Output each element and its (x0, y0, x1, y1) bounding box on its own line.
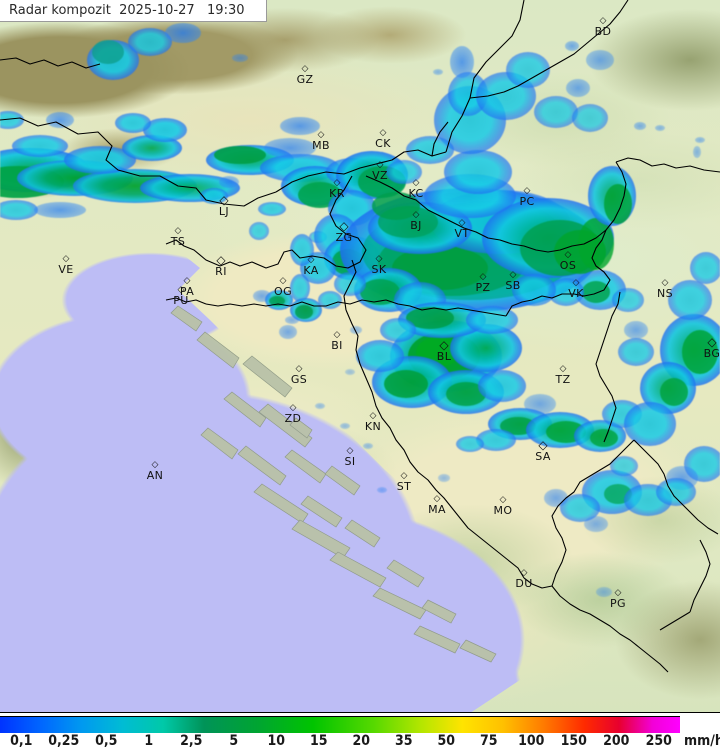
radar-precipitation-layer (0, 23, 720, 597)
legend-tick: 35 (394, 733, 413, 749)
legend-tick: 250 (645, 733, 672, 749)
legend-tick: 150 (560, 733, 587, 749)
legend-tick: 5 (229, 733, 239, 749)
legend: 0,1 0,25 0,5 1 2,5 5 10 15 20 35 50 75 100 150 200 250 … (0, 713, 720, 751)
legend-tick: 50 (437, 733, 456, 749)
legend-tick: 1 (144, 733, 154, 749)
radar-map[interactable]: ◇ BD ◇ GZ ◇ MB ◇ CK ◇ VZ ◇ KR ◇ KC ◇ PC ◇ LJ ◇ BJ ◇ VT ◇ ZG ◇ TS ◇… (0, 0, 720, 713)
legend-tick: 100 (518, 733, 545, 749)
legend-tick: 10 (267, 733, 286, 749)
adriatic-islands-layer (170, 305, 497, 663)
title-bar: Radar kompozit 2025-10-27 19:30 (0, 0, 267, 22)
legend-tick: 200 (603, 733, 630, 749)
title-text: Radar kompozit 2025-10-27 19:30 (9, 3, 245, 18)
legend-tick: 75 (479, 733, 498, 749)
legend-tick: 0,5 (95, 733, 118, 749)
legend-tick: 0,1 (10, 733, 33, 749)
legend-tick: 2,5 (180, 733, 203, 749)
country-borders-layer (0, 0, 720, 673)
legend-tick: 0,25 (48, 733, 80, 749)
legend-tick-labels: 0,1 0,25 0,5 1 2,5 5 10 15 20 35 50 75 100 150 200 250 (0, 733, 720, 751)
legend-unit-label: mm/h (684, 733, 720, 749)
legend-tick: 20 (352, 733, 371, 749)
legend-color-bar (0, 716, 680, 733)
legend-tick: 15 (309, 733, 328, 749)
